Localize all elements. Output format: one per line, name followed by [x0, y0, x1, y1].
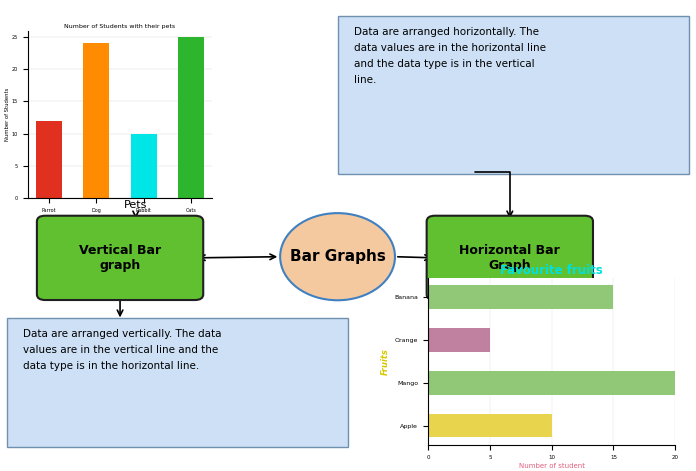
Bar: [428, 414, 552, 438]
FancyBboxPatch shape: [37, 216, 203, 300]
X-axis label: Number of student: Number of student: [519, 463, 585, 469]
Bar: [36, 121, 62, 198]
Text: Bar Graphs: Bar Graphs: [290, 249, 386, 264]
Bar: [84, 43, 109, 198]
Y-axis label: Fruits: Fruits: [381, 348, 390, 375]
Bar: [428, 285, 613, 309]
Y-axis label: Number of Students: Number of Students: [6, 88, 10, 141]
Text: Vertical Bar
graph: Vertical Bar graph: [79, 244, 161, 272]
Bar: [428, 371, 675, 395]
FancyBboxPatch shape: [427, 216, 593, 300]
Ellipse shape: [280, 213, 395, 300]
FancyBboxPatch shape: [7, 318, 348, 447]
Text: Horizontal Bar
Graph: Horizontal Bar Graph: [459, 244, 560, 272]
FancyBboxPatch shape: [338, 16, 689, 174]
Text: Pets: Pets: [124, 200, 148, 210]
Text: Data are arranged horizontally. The
data values are in the horizontal line
and t: Data are arranged horizontally. The data…: [354, 27, 546, 85]
Bar: [428, 328, 490, 352]
Text: Data are arranged vertically. The data
values are in the vertical line and the
d: Data are arranged vertically. The data v…: [23, 329, 221, 371]
Title: Number of Students with their pets: Number of Students with their pets: [65, 24, 175, 29]
Bar: [131, 133, 157, 198]
Bar: [178, 37, 204, 198]
Title: Favourite fruits: Favourite fruits: [500, 264, 603, 277]
